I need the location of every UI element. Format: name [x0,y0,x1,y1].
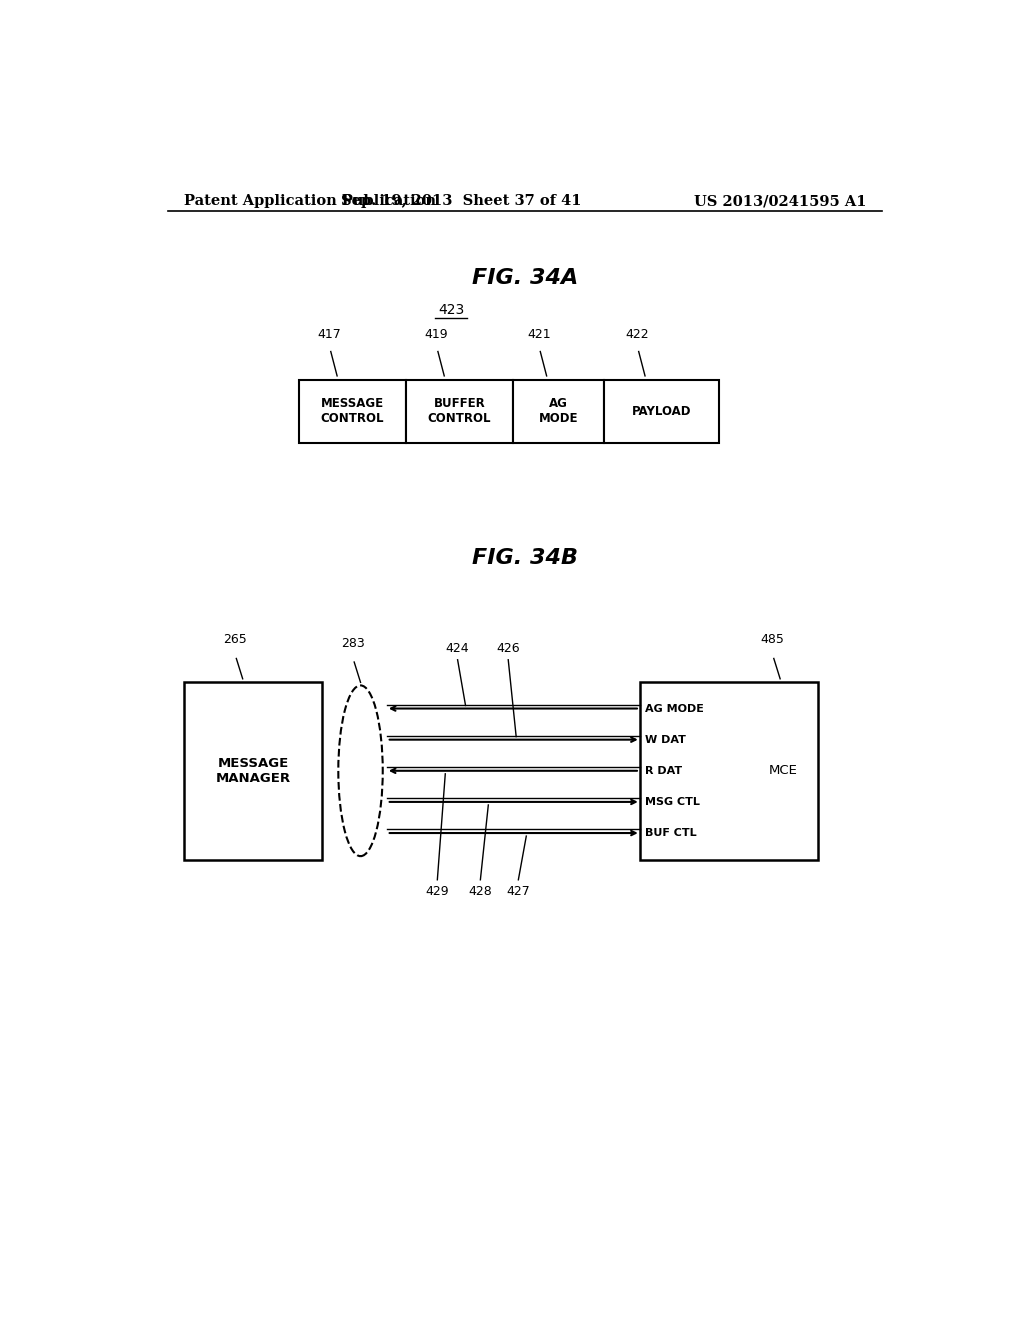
Text: BUFFER
CONTROL: BUFFER CONTROL [428,397,492,425]
Bar [604,380,719,444]
Text: MCE: MCE [768,764,797,777]
Text: PAYLOAD: PAYLOAD [632,405,691,418]
Text: 423: 423 [438,302,464,317]
Bar [513,380,604,444]
Text: 426: 426 [497,642,520,655]
Text: BUF CTL: BUF CTL [645,828,697,838]
Text: 422: 422 [626,329,649,342]
Bar [406,380,513,444]
Text: 485: 485 [760,634,784,647]
Text: MSG CTL: MSG CTL [645,797,700,807]
Text: MESSAGE
MANAGER: MESSAGE MANAGER [215,756,291,785]
Text: AG MODE: AG MODE [645,704,705,714]
Bar [183,682,323,859]
Text: 429: 429 [426,884,450,898]
Text: 428: 428 [469,884,493,898]
Text: 421: 421 [527,329,551,342]
Ellipse shape [338,685,383,857]
Text: W DAT: W DAT [645,735,686,744]
Text: FIG. 34A: FIG. 34A [472,268,578,288]
Text: R DAT: R DAT [645,766,683,776]
Text: AG
MODE: AG MODE [539,397,579,425]
Text: Patent Application Publication: Patent Application Publication [183,194,435,209]
Text: Sep. 19, 2013  Sheet 37 of 41: Sep. 19, 2013 Sheet 37 of 41 [341,194,582,209]
Text: US 2013/0241595 A1: US 2013/0241595 A1 [693,194,866,209]
Text: 427: 427 [507,884,530,898]
Text: 417: 417 [317,329,341,342]
Text: 419: 419 [425,329,449,342]
Text: MESSAGE
CONTROL: MESSAGE CONTROL [321,397,384,425]
Bar [640,682,818,859]
Text: 283: 283 [341,636,365,649]
Bar [299,380,406,444]
Text: 265: 265 [223,634,247,647]
Text: 424: 424 [445,642,469,655]
Text: FIG. 34B: FIG. 34B [472,548,578,568]
